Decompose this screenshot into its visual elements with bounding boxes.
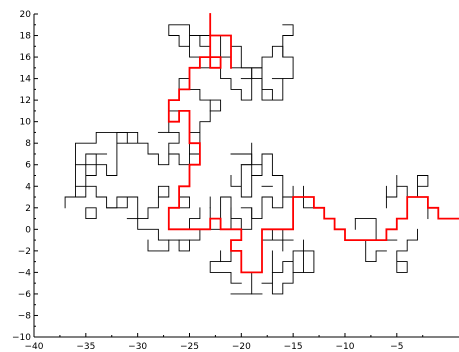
y-tick-label: 14 bbox=[20, 75, 32, 85]
background-walks-segment bbox=[240, 142, 253, 166]
y-tick-label: 10 bbox=[20, 118, 32, 128]
y-tick-label: −10 bbox=[12, 333, 31, 343]
background-walks-segment bbox=[189, 207, 201, 230]
background-walks-segment bbox=[354, 218, 387, 263]
background-walks-segment bbox=[209, 239, 242, 284]
background-walks-segment bbox=[168, 153, 190, 166]
y-tick-label: 18 bbox=[20, 32, 32, 42]
background-walks-segment bbox=[240, 185, 294, 220]
background-walks-segment bbox=[147, 239, 170, 252]
background-walks-segment bbox=[251, 271, 263, 295]
walk-paths-layer bbox=[64, 13, 459, 295]
background-walks-segment bbox=[85, 207, 97, 220]
background-walks-segment bbox=[178, 196, 190, 209]
background-walks-segment bbox=[106, 185, 170, 220]
x-tick-label: −20 bbox=[232, 342, 251, 352]
background-walks-segment bbox=[64, 185, 128, 209]
y-tick-label: −6 bbox=[18, 290, 32, 300]
background-walks-segment bbox=[230, 164, 263, 198]
y-tick-label: 16 bbox=[20, 53, 32, 63]
background-walks-segment bbox=[396, 228, 418, 273]
background-walks-segment bbox=[282, 24, 294, 58]
x-tick-label: −5 bbox=[390, 342, 403, 352]
y-tick-label: 8 bbox=[25, 139, 31, 149]
y-tick-label: 20 bbox=[20, 10, 32, 20]
background-walks-segment bbox=[168, 24, 294, 155]
background-walks-segment bbox=[230, 45, 273, 101]
background-walks-segment bbox=[271, 271, 294, 295]
y-tick-label: 6 bbox=[25, 161, 31, 171]
y-tick-label: −2 bbox=[18, 247, 31, 257]
x-tick-label: −10 bbox=[335, 342, 354, 352]
x-tick-label: −25 bbox=[180, 342, 199, 352]
background-walks-segment bbox=[261, 153, 284, 198]
background-walks-segment bbox=[116, 110, 180, 166]
y-tick-label: −4 bbox=[18, 268, 32, 278]
y-tick-label: 2 bbox=[25, 204, 31, 214]
background-walks-segment bbox=[85, 142, 118, 176]
y-tick-label: 0 bbox=[25, 225, 31, 235]
background-walks-segment bbox=[178, 239, 190, 252]
background-walks-segment bbox=[209, 196, 242, 230]
x-tick-label: −15 bbox=[284, 342, 303, 352]
y-tick-label: −8 bbox=[18, 311, 32, 321]
background-walks-segment bbox=[303, 196, 315, 209]
background-walks-segment bbox=[385, 175, 429, 198]
background-walks-segment bbox=[261, 228, 294, 241]
highlighted-walk-segment bbox=[167, 34, 459, 274]
background-walks-segment bbox=[75, 131, 128, 187]
x-tick-label: −30 bbox=[128, 342, 147, 352]
background-walks-segment bbox=[303, 239, 315, 273]
y-tick-label: 12 bbox=[20, 96, 31, 106]
x-tick-label: −35 bbox=[76, 342, 95, 352]
background-walks-segment bbox=[271, 239, 284, 252]
y-tick-label: 4 bbox=[25, 182, 31, 192]
background-walks-segment bbox=[385, 228, 398, 241]
x-tick-label: −40 bbox=[25, 342, 44, 352]
background-walks-segment bbox=[271, 250, 304, 273]
background-walks-segment bbox=[209, 99, 222, 112]
